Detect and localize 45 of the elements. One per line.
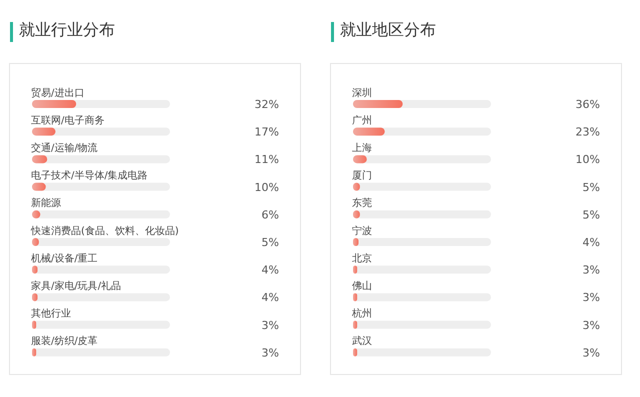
data-label: 17%: [254, 126, 279, 139]
data-label: 3%: [262, 318, 279, 332]
y-tick-label: 东莞: [352, 197, 372, 210]
bar: [353, 128, 385, 136]
y-tick-label: 厦门: [352, 170, 372, 182]
y-tick-label: 上海: [352, 142, 372, 154]
data-label: 4%: [582, 236, 600, 249]
y-tick-label: 新能源: [31, 197, 61, 210]
data-label: 3%: [582, 291, 600, 304]
data-label: 6%: [262, 208, 279, 222]
bar: [32, 128, 56, 136]
data-label: 4%: [262, 264, 279, 277]
y-tick-label: 互联网/电子商务: [31, 114, 104, 126]
data-label: 3%: [582, 264, 600, 277]
chart-title: 就业地区分布: [340, 20, 436, 41]
y-tick-label: 佛山: [352, 280, 372, 292]
data-label: 5%: [582, 180, 600, 194]
y-tick-label: 广州: [352, 114, 372, 126]
data-label: 5%: [262, 236, 279, 249]
y-tick-label: 深圳: [352, 86, 372, 99]
data-label: 3%: [262, 346, 279, 360]
data-label: 5%: [582, 208, 600, 222]
data-label: 36%: [576, 98, 600, 111]
y-tick-label: 电子技术/半导体/集成电路: [31, 170, 148, 182]
y-tick-label: 服装/纺织/皮革: [31, 335, 98, 348]
y-tick-label: 快速消费品(食品、饮料、化妆品): [30, 224, 179, 237]
y-tick-label: 北京: [352, 252, 372, 264]
y-tick-label: 机械/设备/重工: [31, 252, 98, 264]
data-label: 10%: [576, 153, 600, 166]
y-tick-label: 其他行业: [31, 308, 71, 320]
data-label: 11%: [254, 153, 279, 166]
data-label: 3%: [582, 318, 600, 332]
data-label: 23%: [576, 126, 600, 139]
data-label: 10%: [254, 180, 279, 194]
y-tick-label: 家具/家电/玩具/礼品: [31, 280, 122, 292]
y-tick-label: 交通/运输/物流: [31, 142, 98, 154]
data-label: 4%: [262, 291, 279, 304]
y-tick-label: 宁波: [352, 224, 372, 237]
chart-title: 就业行业分布: [19, 20, 115, 41]
data-label: 3%: [582, 346, 600, 360]
data-label: 32%: [254, 98, 279, 111]
y-tick-label: 贸易/进出口: [31, 86, 84, 99]
y-tick-label: 武汉: [352, 335, 372, 348]
bar: [32, 100, 76, 108]
y-tick-label: 杭州: [351, 308, 372, 320]
